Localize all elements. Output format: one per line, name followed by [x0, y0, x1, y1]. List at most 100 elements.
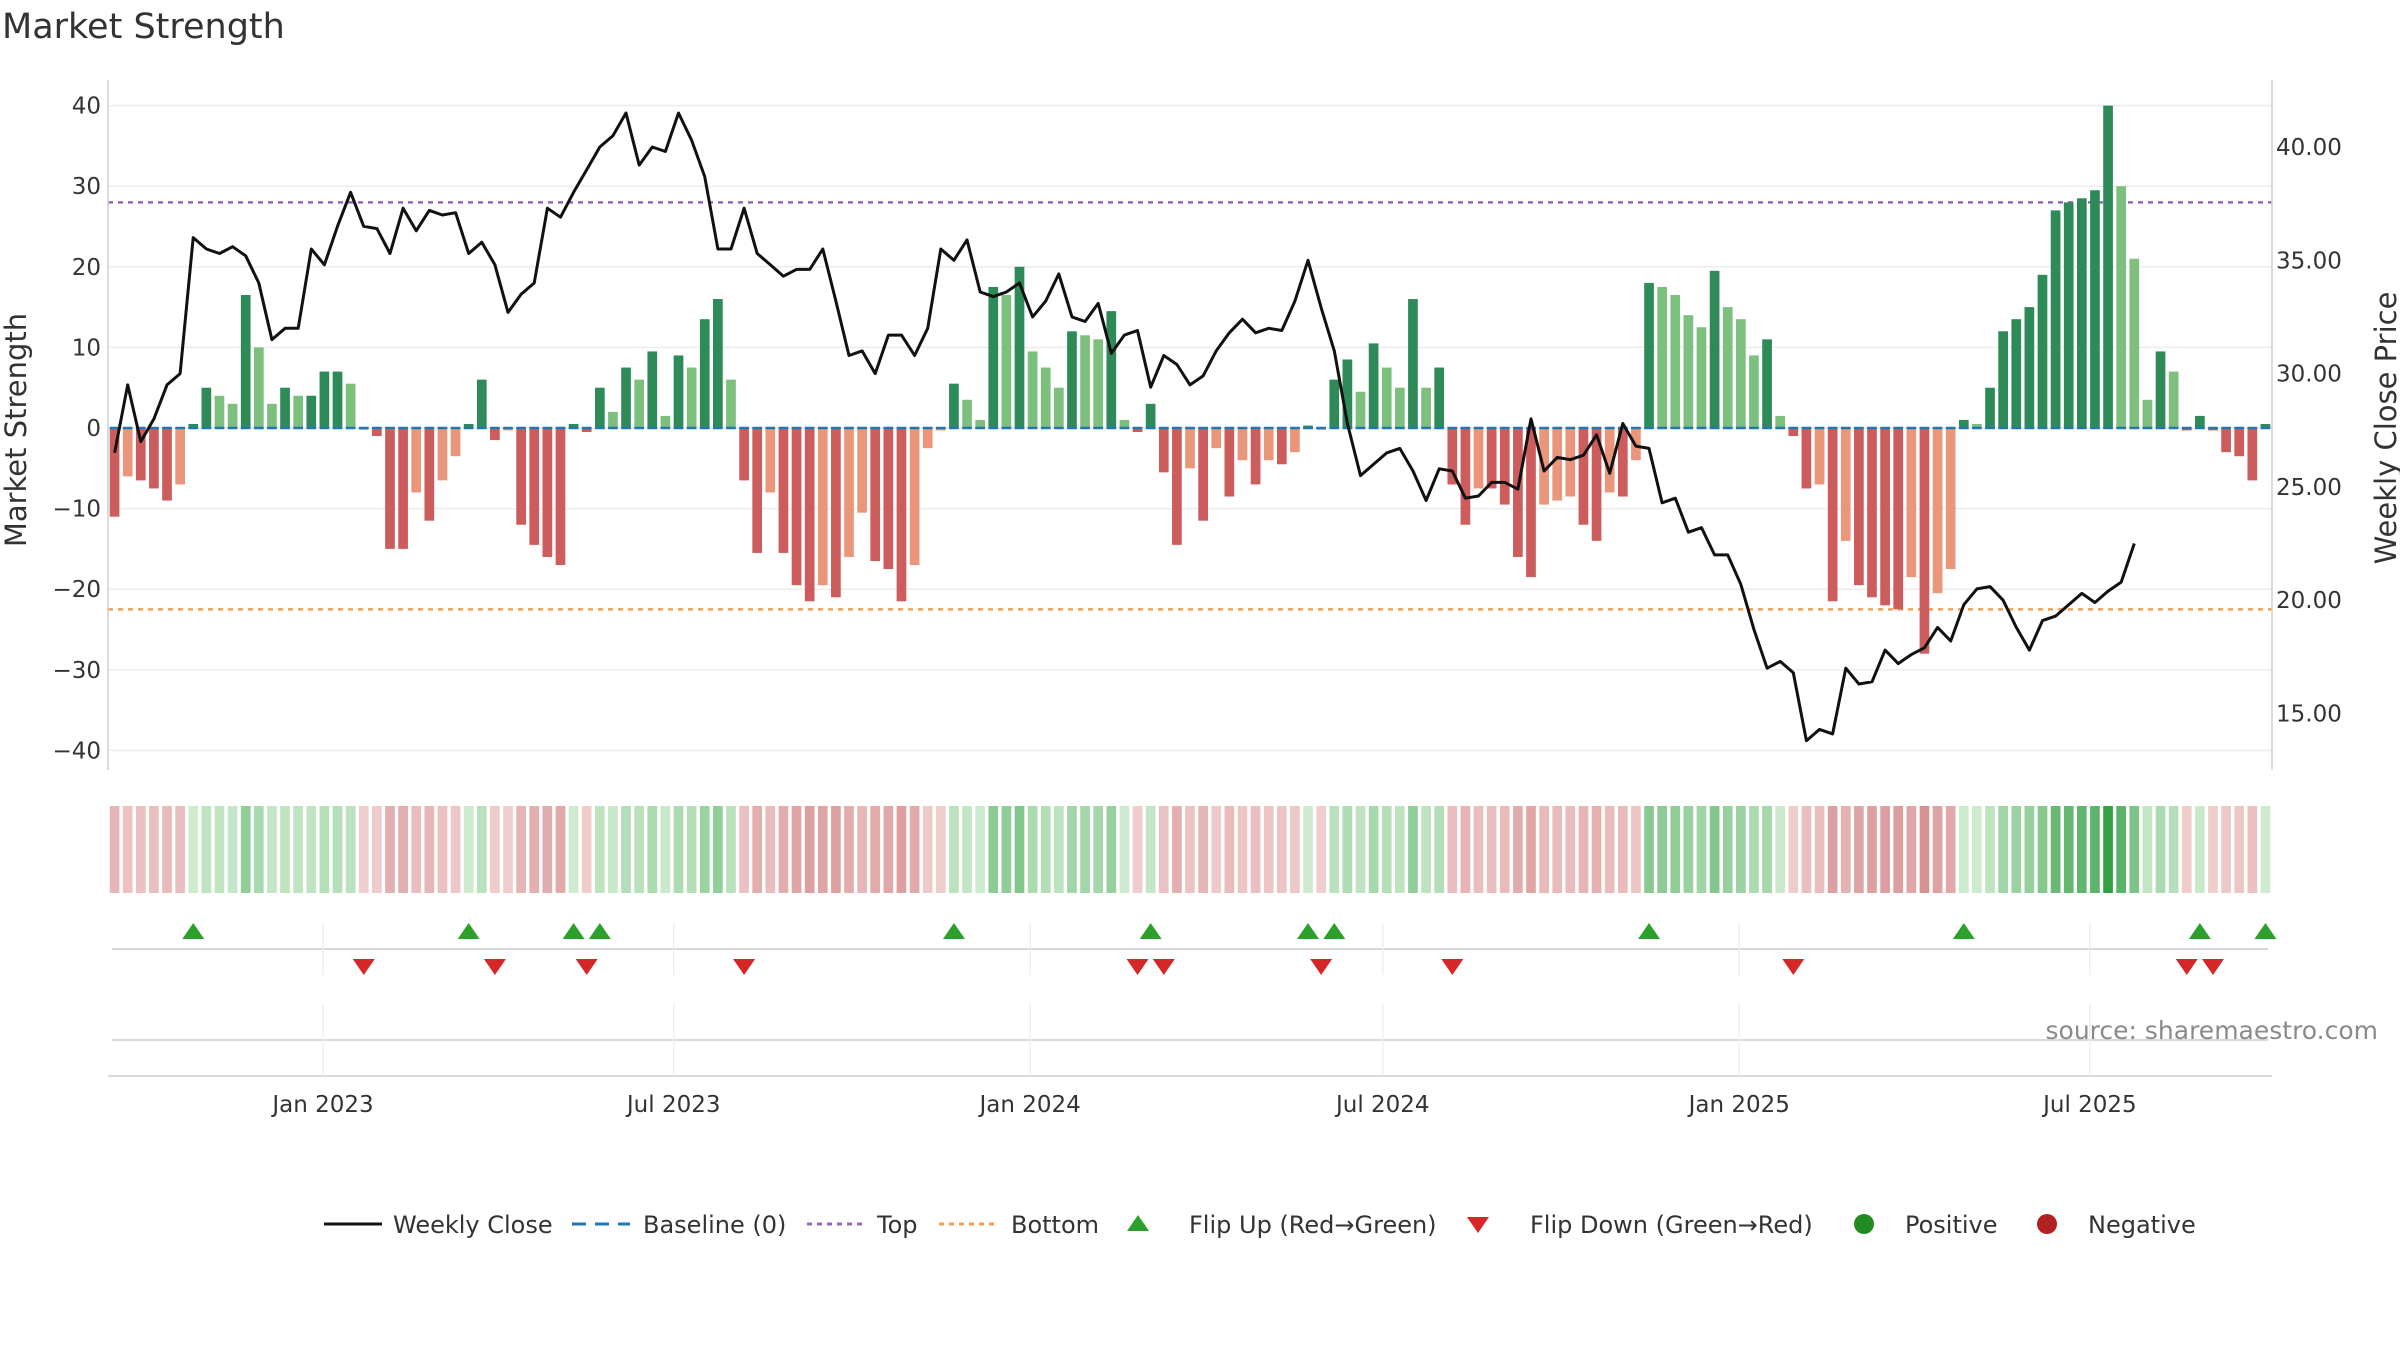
heat-cell — [699, 806, 710, 893]
flip-down-marker — [2201, 959, 2224, 975]
legend-flip-down: Flip Down (Green→Red) — [1530, 1211, 1813, 1239]
weekly-close-line — [113, 111, 2136, 743]
strength-bar — [1460, 428, 1471, 525]
flip-down-marker — [352, 959, 375, 975]
heat-cell — [2037, 806, 2048, 893]
strength-bar — [1368, 343, 1379, 428]
heat-cell — [1880, 806, 1890, 893]
strength-bar — [1329, 379, 1340, 428]
heat-cell — [306, 806, 317, 893]
x-tick-label: Jan 2023 — [270, 1092, 373, 1118]
heat-strip — [109, 806, 2271, 893]
strength-bar — [1276, 428, 1287, 465]
positive-legend-icon — [1854, 1214, 1874, 1234]
strength-bar — [1840, 428, 1851, 541]
heat-cell — [1867, 806, 1877, 893]
heat-cell — [1250, 806, 1261, 893]
strength-bar — [2221, 428, 2231, 453]
heat-cell — [883, 806, 894, 893]
legend-negative: Negative — [2088, 1211, 2196, 1239]
strength-bar — [1985, 387, 1995, 428]
strength-bar — [188, 423, 199, 428]
strength-bar — [2155, 351, 2166, 428]
heat-cell — [1303, 806, 1313, 893]
strength-bar — [1185, 428, 1195, 469]
heat-cell — [253, 806, 264, 893]
strength-bar — [752, 428, 763, 553]
strength-bar — [1198, 428, 1208, 521]
left-tick-label: 40 — [72, 94, 101, 120]
heat-cell — [555, 806, 566, 893]
strength-bar — [1408, 299, 1418, 428]
heat-cell — [1381, 806, 1392, 893]
strength-bar — [162, 428, 172, 501]
strength-bar — [739, 428, 749, 481]
flip-down-marker — [575, 959, 598, 975]
heat-cell — [1972, 806, 1982, 893]
heat-cell — [1040, 806, 1051, 893]
heat-cell — [2076, 806, 2087, 893]
right-tick-label: 35.00 — [2276, 248, 2342, 274]
strength-bar — [896, 428, 907, 602]
chart-title: Market Strength — [2, 7, 285, 47]
heat-cell — [398, 806, 408, 893]
strength-bar — [1040, 367, 1051, 428]
heat-cell — [1486, 806, 1497, 893]
heat-cell — [2168, 806, 2179, 893]
heat-cell — [1172, 806, 1182, 893]
strength-bar — [1513, 428, 1523, 557]
strength-bar — [1762, 339, 1772, 428]
strength-bar — [2103, 105, 2113, 428]
heat-cell — [1447, 806, 1458, 893]
heat-cell — [988, 806, 999, 893]
heat-cell — [1775, 806, 1786, 893]
heat-cell — [135, 806, 146, 893]
heat-cell — [857, 806, 867, 893]
heat-cell — [1014, 806, 1025, 893]
reference-lines — [108, 201, 2272, 611]
strength-bar — [1683, 315, 1694, 428]
flip-down-marker — [1782, 959, 1805, 975]
heat-cell — [660, 806, 671, 893]
heat-cell — [962, 806, 972, 893]
heat-cell — [975, 806, 986, 893]
strength-bar — [227, 403, 238, 428]
heat-cell — [2011, 806, 2022, 893]
heat-cell — [2234, 806, 2245, 893]
right-tick-label: 20.00 — [2276, 588, 2342, 614]
strength-bar — [437, 428, 448, 481]
strength-bar — [306, 395, 317, 428]
heat-cell — [529, 806, 540, 893]
strength-bar — [398, 428, 408, 549]
heat-cell — [1067, 806, 1077, 893]
strength-bar — [1906, 428, 1917, 578]
heat-cell — [831, 806, 841, 893]
flip-up-marker — [562, 923, 585, 939]
strength-bar — [450, 428, 461, 457]
heat-cell — [293, 806, 304, 893]
left-tick-label: 0 — [86, 416, 101, 442]
x-tick-label: Jul 2024 — [1334, 1092, 1430, 1118]
heat-cell — [2155, 806, 2166, 893]
legend-top: Top — [876, 1211, 918, 1239]
heat-cell — [1329, 806, 1340, 893]
strength-bar — [1801, 428, 1812, 489]
heat-cell — [844, 806, 854, 893]
heat-cell — [1749, 806, 1759, 893]
strength-bar — [2050, 210, 2061, 428]
strength-bar — [2234, 428, 2245, 457]
heat-cell — [1958, 806, 1969, 893]
strength-bar — [2142, 399, 2153, 428]
flip-down-marker — [2175, 959, 2198, 975]
heat-cell — [214, 806, 225, 893]
strength-bar — [1106, 311, 1117, 428]
heat-cell — [2208, 806, 2218, 893]
flip-up-marker — [1323, 923, 1346, 939]
strength-bar — [1578, 428, 1589, 525]
strength-bar — [1158, 428, 1169, 473]
strength-bar — [568, 423, 579, 428]
left-tick-label: 10 — [72, 335, 101, 361]
heat-cell — [1945, 806, 1956, 893]
strength-bar — [581, 428, 592, 433]
heat-cell — [1919, 806, 1930, 893]
